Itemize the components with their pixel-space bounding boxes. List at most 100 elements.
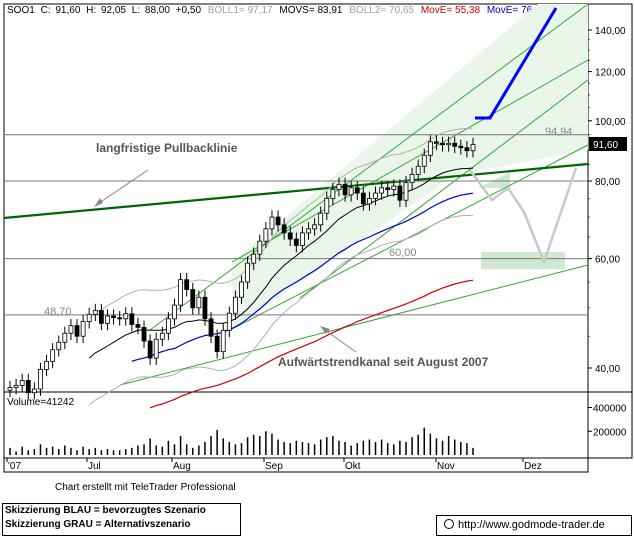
candle-body bbox=[397, 185, 403, 201]
trendchannel-arrow-line bbox=[321, 327, 357, 353]
candle-body bbox=[330, 189, 336, 199]
candle-body bbox=[360, 192, 366, 205]
header-boll2-label: BOLL2= bbox=[349, 5, 386, 16]
time-tick-label: Okt bbox=[345, 461, 361, 472]
time-tick-label: Jul bbox=[88, 461, 101, 472]
candle-body bbox=[275, 216, 281, 226]
scenario-gray-path bbox=[468, 167, 578, 266]
legend-blue-scenario: Skizzierung BLAU = bevorzugtes Szenario bbox=[5, 505, 206, 516]
candle-body bbox=[123, 313, 129, 320]
candle-body bbox=[135, 324, 141, 328]
header-line: SOO1 C: 91,60 H: 92,05 L: 88,00 +0,50 BO… bbox=[7, 5, 546, 16]
header-low-value: 88,00 bbox=[145, 5, 170, 16]
price-tick-label: 60,00 bbox=[595, 255, 620, 266]
move-fast-line bbox=[131, 192, 474, 362]
candle-body bbox=[409, 173, 415, 184]
last-price-label: 91,60 bbox=[593, 140, 618, 151]
move-slow-line bbox=[149, 279, 474, 409]
header-low-label: L: bbox=[132, 5, 140, 16]
price-axis: 40,00 60,00 80,00 100,00 120,00 140,00 bbox=[588, 26, 626, 375]
header-symbol: SOO1 bbox=[7, 5, 35, 16]
header-movs-label: MOVS= bbox=[279, 5, 314, 16]
candle-body bbox=[464, 147, 470, 152]
candle-body bbox=[318, 212, 324, 226]
volume-tick-label: 400000 bbox=[593, 404, 627, 415]
pullback-arrow-head bbox=[94, 198, 103, 207]
candle-layer bbox=[7, 135, 476, 400]
candle-body bbox=[233, 296, 238, 314]
header-boll1-label: BOLL1= bbox=[208, 5, 245, 16]
time-tick-label: Dez bbox=[524, 461, 542, 472]
candle-body bbox=[117, 317, 123, 320]
candle-body bbox=[196, 296, 202, 309]
candle-body bbox=[257, 240, 263, 255]
level-label-low: 48,70 bbox=[44, 306, 72, 318]
trendchannel-arrow-head bbox=[320, 326, 330, 334]
candle-body bbox=[379, 187, 385, 194]
last-price-badge bbox=[589, 137, 627, 151]
movs-line bbox=[88, 167, 474, 359]
header-change: +0,50 bbox=[176, 5, 202, 16]
candle-body bbox=[367, 197, 372, 205]
channel-line-5 bbox=[119, 264, 589, 386]
candle-body bbox=[86, 313, 92, 323]
scenario-legend: Skizzierung BLAU = bevorzugtes Szenario … bbox=[2, 503, 241, 536]
channel-line-4 bbox=[299, 79, 589, 299]
price-tick-label: 140,00 bbox=[595, 26, 626, 37]
price-tick-label: 40,00 bbox=[595, 364, 620, 375]
candle-body bbox=[440, 142, 445, 146]
header-move-fast-label: MovE= bbox=[487, 5, 519, 16]
header-close-label: C: bbox=[41, 5, 51, 16]
indicator-layer bbox=[88, 127, 474, 409]
level-layer bbox=[4, 134, 588, 316]
candle-body bbox=[80, 321, 86, 337]
volume-tick-label: 200000 bbox=[593, 427, 627, 438]
candle-body bbox=[385, 187, 391, 190]
candle-body bbox=[165, 318, 171, 334]
candle-body bbox=[287, 232, 293, 240]
bollinger-upper bbox=[88, 127, 474, 319]
chart-credit: Chart erstellt mit TeleTrader Profession… bbox=[55, 482, 236, 493]
candle-body bbox=[159, 332, 165, 340]
candle-body bbox=[19, 380, 25, 386]
header-boll1-value: 97,17 bbox=[248, 5, 273, 16]
candle-body bbox=[348, 187, 354, 196]
candle-body bbox=[245, 262, 250, 283]
candle-body bbox=[38, 368, 43, 390]
header-movs-value: 83,91 bbox=[317, 5, 342, 16]
candle-body bbox=[251, 253, 257, 264]
candle-body bbox=[178, 279, 183, 306]
channel-line-1 bbox=[149, 3, 589, 331]
candle-body bbox=[452, 142, 458, 147]
candle-body bbox=[220, 329, 226, 353]
candle-body bbox=[13, 385, 19, 388]
target-zone-upper bbox=[478, 172, 510, 188]
candle-body bbox=[269, 216, 275, 230]
volume-layer: 200000 400000 bbox=[9, 404, 627, 455]
candle-body bbox=[214, 335, 220, 353]
candle-body bbox=[373, 192, 378, 199]
volume-label: Volume=41242 bbox=[7, 397, 74, 408]
pullback-arrow-line bbox=[95, 169, 149, 206]
annotation-trendchannel: Aufwärtstrendkanal seit August 2007 bbox=[278, 355, 489, 369]
candle-body bbox=[470, 144, 476, 152]
target-zone-lower bbox=[481, 252, 565, 269]
candle-body bbox=[421, 154, 427, 167]
candle-body bbox=[111, 315, 116, 319]
candle-body bbox=[312, 224, 318, 230]
candle-body bbox=[190, 289, 196, 309]
source-link[interactable]: http://www.godmode-trader.de bbox=[436, 515, 632, 536]
candle-body bbox=[427, 141, 433, 156]
level-label-high: 94,94 bbox=[545, 126, 573, 138]
candle-body bbox=[25, 380, 31, 394]
candle-body bbox=[141, 326, 147, 342]
scenario-blue-path bbox=[475, 7, 558, 120]
time-axis-strip bbox=[3, 457, 589, 473]
header-high-value: 92,05 bbox=[101, 5, 126, 16]
candle-body bbox=[184, 279, 190, 290]
candle-body bbox=[415, 165, 421, 175]
candle-body bbox=[336, 183, 342, 190]
header-high-label: H: bbox=[86, 5, 96, 16]
header-move-slow-value: 55,38 bbox=[455, 5, 480, 16]
